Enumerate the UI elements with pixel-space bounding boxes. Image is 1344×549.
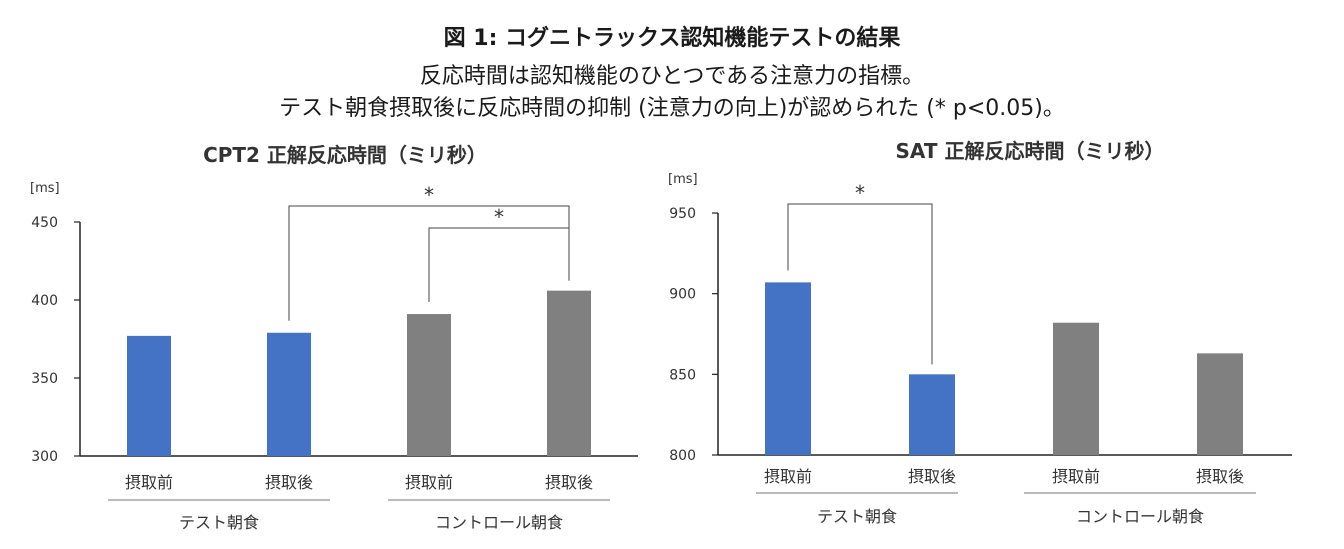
category-label: 摂取前 — [405, 473, 453, 492]
significance-star: * — [494, 205, 504, 229]
bar-control-3 — [1197, 353, 1243, 455]
significance-star: * — [855, 181, 865, 205]
y-tick-label: 400 — [31, 293, 58, 309]
category-label: 摂取前 — [1052, 467, 1100, 486]
category-label: 摂取後 — [265, 473, 313, 492]
category-label: 摂取後 — [908, 467, 956, 486]
significance-star: * — [424, 183, 434, 207]
category-label: 摂取前 — [125, 473, 173, 492]
group-label: コントロール朝食 — [1076, 507, 1204, 526]
figure-title: 図 1: コグニトラックス認知機能テストの結果 — [443, 26, 901, 51]
bar-control-2 — [407, 314, 451, 456]
y-axis-unit: [ms] — [30, 181, 60, 196]
chart-title: CPT2 正解反応時間（ミリ秒） — [203, 143, 487, 167]
y-tick-label: 850 — [669, 367, 696, 383]
bar-test-0 — [127, 335, 171, 456]
significance-bracket — [428, 227, 570, 303]
y-tick-label: 350 — [31, 371, 58, 387]
y-tick-label: 950 — [669, 206, 696, 222]
y-tick-label: 800 — [669, 448, 696, 464]
y-tick-label: 450 — [31, 215, 58, 231]
y-tick-label: 300 — [31, 449, 58, 465]
y-tick-label: 900 — [669, 287, 696, 303]
group-label: テスト朝食 — [817, 507, 897, 526]
bar-test-1 — [267, 332, 311, 456]
bar-test-1 — [909, 374, 955, 455]
y-axis-unit: [ms] — [668, 172, 698, 187]
group-label: コントロール朝食 — [435, 513, 563, 532]
figure-subtitle-1: 反応時間は認知機能のひとつである注意力の指標。 — [419, 64, 925, 89]
bar-control-2 — [1053, 322, 1099, 455]
bar-test-0 — [765, 282, 811, 455]
category-label: 摂取後 — [545, 473, 593, 492]
category-label: 摂取前 — [764, 467, 812, 486]
figure-subtitle-2: テスト朝食摂取後に反応時間の抑制 (注意力の向上)が認められた (* p<0.0… — [279, 96, 1065, 121]
significance-bracket — [787, 203, 933, 365]
bar-control-3 — [547, 290, 591, 456]
chart-title: SAT 正解反応時間（ミリ秒） — [896, 139, 1165, 163]
group-label: テスト朝食 — [179, 513, 259, 532]
category-label: 摂取後 — [1196, 467, 1244, 486]
